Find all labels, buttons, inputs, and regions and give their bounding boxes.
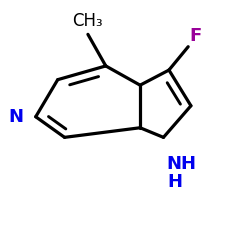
Text: N: N <box>8 108 23 126</box>
Text: CH₃: CH₃ <box>72 12 103 30</box>
Text: NH: NH <box>166 155 196 173</box>
Text: F: F <box>190 27 202 45</box>
Text: H: H <box>168 173 182 191</box>
